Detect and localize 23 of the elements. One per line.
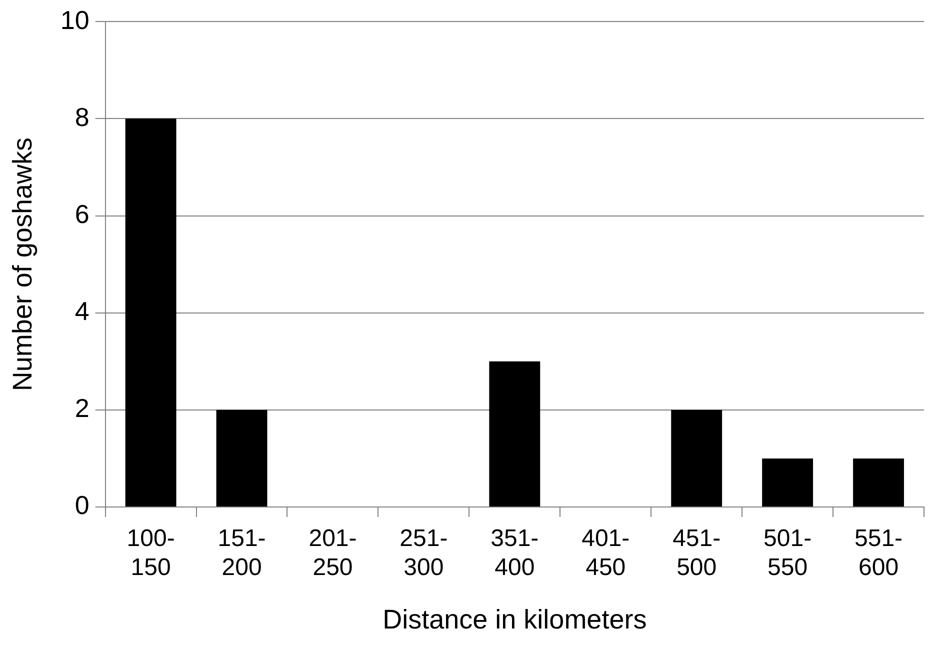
bar bbox=[671, 410, 722, 506]
y-tick-label: 0 bbox=[74, 490, 90, 520]
bar bbox=[853, 458, 904, 506]
x-tick-label: 351- 400 bbox=[490, 525, 539, 581]
bar bbox=[125, 118, 176, 506]
y-tick-label: 4 bbox=[74, 296, 90, 326]
y-tick-label: 8 bbox=[74, 102, 90, 132]
x-tick-label: 551- 600 bbox=[854, 525, 903, 581]
y-tick-label: 10 bbox=[60, 4, 90, 35]
x-axis-title: Distance in kilometers bbox=[382, 604, 647, 634]
bar bbox=[762, 458, 814, 506]
x-tick-label: 151- 200 bbox=[218, 525, 266, 581]
y-axis-title: Number of goshawks bbox=[8, 137, 38, 392]
x-tick-label: 451- 500 bbox=[672, 525, 721, 581]
x-tick-label: 201- 250 bbox=[308, 525, 357, 581]
bar bbox=[216, 410, 268, 506]
x-tick-label: 401- 450 bbox=[582, 525, 630, 581]
x-tick-label: 251- 300 bbox=[400, 525, 448, 581]
bar bbox=[489, 361, 540, 506]
y-tick-label: 2 bbox=[74, 393, 90, 424]
x-tick-label: 100- 150 bbox=[126, 525, 175, 581]
x-tick-label: 501- 550 bbox=[764, 525, 812, 581]
y-tick-label: 6 bbox=[74, 198, 90, 229]
